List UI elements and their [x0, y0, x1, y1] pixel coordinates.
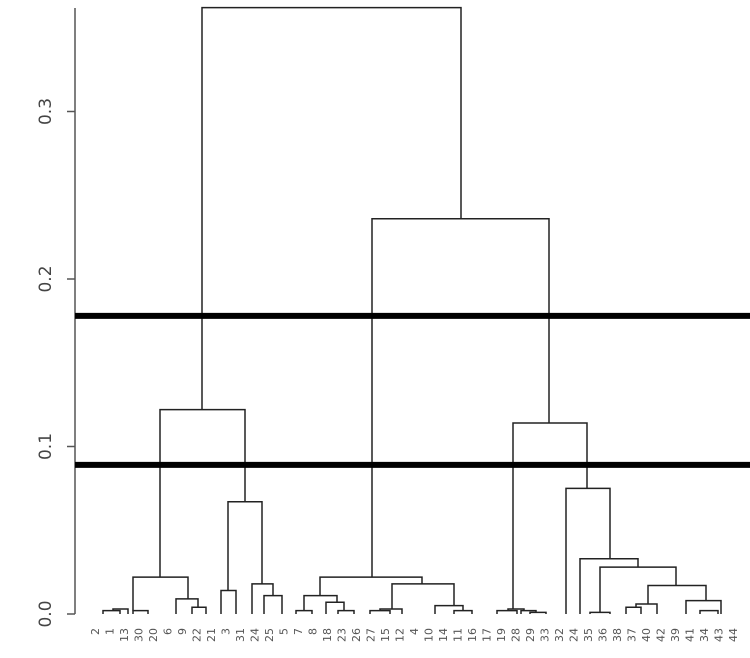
leaf-label: 22: [191, 628, 204, 642]
dendrogram-link-a5: [175, 598, 199, 614]
dendrogram-link-c9: [589, 611, 611, 614]
leaf-label: 26: [350, 628, 363, 642]
leaf-label: 1: [104, 628, 117, 635]
leaf-label: 13: [118, 628, 131, 642]
leaf-label: 20: [147, 628, 160, 642]
dendrogram-link-b5: [319, 576, 423, 596]
leaf-label: 24: [568, 628, 581, 642]
dendrogram-link-b6: [369, 609, 391, 614]
leaf-label: 4: [408, 628, 421, 635]
leaf-label: 16: [466, 628, 479, 642]
leaf-label: 6: [162, 628, 175, 635]
dendrogram-link-b10: [453, 609, 473, 614]
dendrogram-link-b7: [391, 583, 455, 609]
leaf-label: 14: [437, 628, 450, 642]
leaf-label: 39: [669, 628, 682, 642]
leaf-label: 44: [727, 628, 740, 642]
dendrogram-link-a10: [263, 594, 283, 614]
dendrogram-link-a8: [227, 501, 263, 591]
leaf-label: 21: [205, 628, 218, 642]
cut-lines: [75, 312, 750, 468]
leaf-label: 3: [220, 628, 233, 635]
leaf-label: 7: [292, 628, 305, 635]
dendrogram-link-b3: [325, 601, 345, 614]
leaf-label: 29: [524, 628, 537, 642]
leaf-label: 31: [234, 628, 247, 642]
leaf-label: 5: [278, 628, 291, 635]
dendrogram-link-c10: [647, 584, 707, 604]
leaf-label: 2: [89, 628, 102, 635]
dendrogram-link-d1: [371, 217, 550, 578]
leaf-label: 11: [452, 628, 465, 642]
dendrogram-link-a6: [191, 606, 207, 614]
leaf-label: 24: [249, 628, 262, 642]
leaf-label: 23: [336, 628, 349, 642]
leaf-label: 38: [611, 628, 624, 642]
leaf-label: 18: [321, 628, 334, 642]
leaf-label: 33: [539, 628, 552, 642]
y-tick-label: 0.1: [36, 433, 56, 460]
dendrogram-link-b9: [434, 604, 464, 614]
dendrogram-link-b2: [303, 594, 338, 611]
dendrogram-link-c14: [699, 609, 719, 614]
dendrogram-link-c3: [520, 609, 537, 614]
leaf-label: 17: [481, 628, 494, 642]
leaf-label: 9: [176, 628, 189, 635]
dendrogram-link-c6: [565, 487, 611, 614]
leaf-label: 19: [495, 628, 508, 642]
leaf-label: 12: [394, 628, 407, 642]
leaf-labels: 2 1 13 30 20 6 9 22 21 3 31 24 25 5 7 8 18 23 26 27 15 12 4 10 1…: [89, 628, 740, 642]
leaf-label: 8: [307, 628, 320, 635]
dendrogram-link-a9: [251, 583, 274, 614]
dendrogram-link-c12: [635, 603, 658, 614]
leaf-label: 43: [713, 628, 726, 642]
leaf-label: 15: [379, 628, 392, 642]
leaf-label: 10: [423, 628, 436, 642]
leaf-label: 37: [626, 628, 639, 642]
leaf-label: 32: [553, 628, 566, 642]
leaf-label: 35: [582, 628, 595, 642]
leaf-label: 25: [263, 628, 276, 642]
y-tick-label: 0.0: [36, 600, 56, 627]
leaf-label: 42: [655, 628, 668, 642]
leaf-label: 41: [684, 628, 697, 642]
dendrogram-link-b4: [337, 609, 355, 614]
dendrogram-link-c4: [529, 611, 547, 614]
y-tick-label: 0.2: [36, 265, 56, 292]
leaf-label: 40: [640, 628, 653, 642]
dendrogram-link-a7: [220, 589, 237, 614]
leaf-label: 27: [365, 628, 378, 642]
dendrogram-link-b1: [295, 609, 313, 614]
dendrogram-link-a11: [159, 408, 246, 578]
leaf-label: 36: [597, 628, 610, 642]
dendrogram-link-c1: [496, 609, 518, 614]
dendrogram-link-a2: [112, 608, 129, 614]
y-tick-label: 0.3: [36, 98, 56, 125]
dendrogram-link-c5: [512, 422, 588, 609]
dendrogram-link-c13: [685, 599, 722, 614]
dendrogram-link-a4: [132, 576, 189, 611]
leaf-label: 30: [133, 628, 146, 642]
leaf-label: 28: [510, 628, 523, 642]
dendrogram-link-b8: [379, 608, 403, 614]
dendrogram-link-c2: [507, 608, 525, 611]
y-axis: 0.0 0.1 0.2 0.3: [36, 8, 76, 628]
dendrogram-link-a1: [102, 609, 121, 614]
dendrogram-link-d2: [201, 6, 462, 410]
dendrogram-link-c7: [579, 557, 639, 614]
dendrogram-tree: [102, 6, 722, 614]
dendrogram-link-c11: [625, 606, 642, 614]
dendrogram-link-a3: [132, 609, 149, 614]
leaf-label: 34: [698, 628, 711, 642]
dendrogram-link-c8: [599, 566, 677, 613]
